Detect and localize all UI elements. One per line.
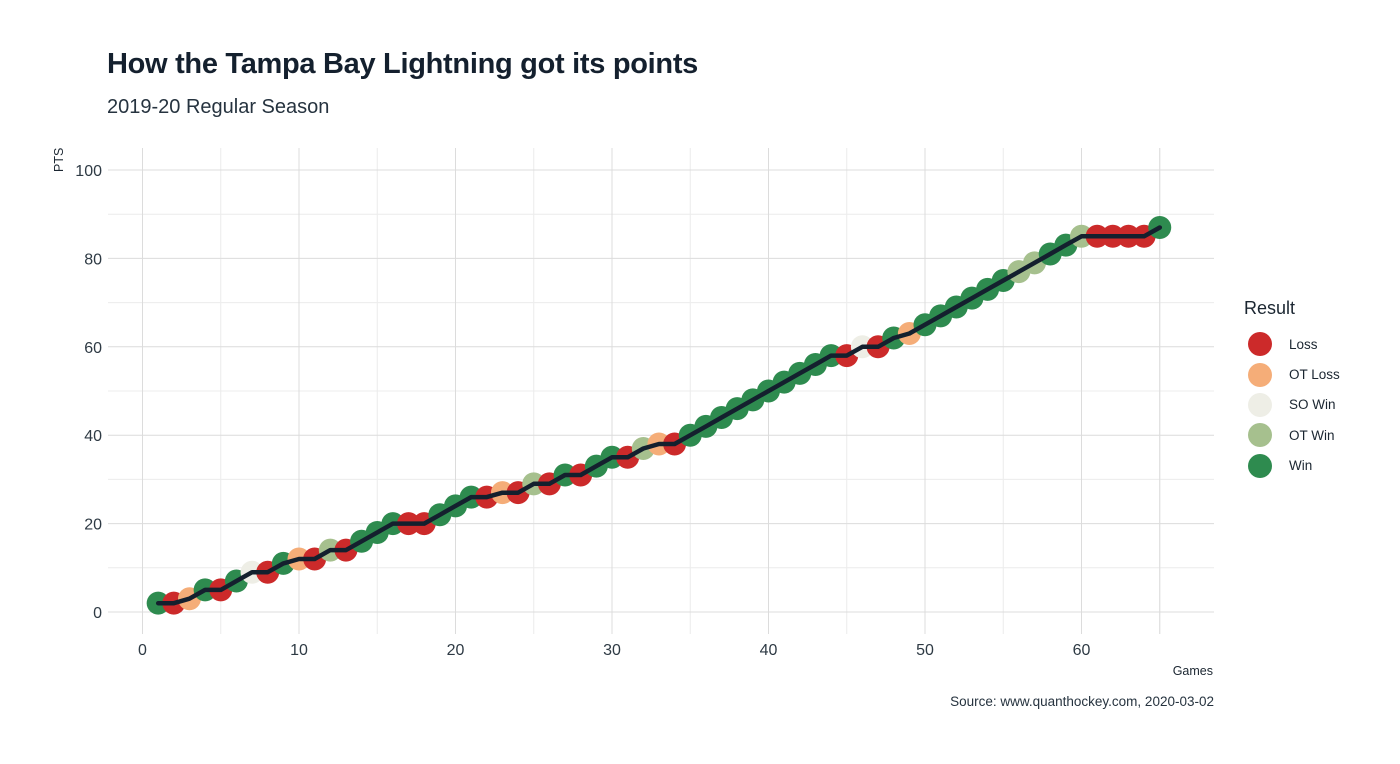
x-tick-label: 10 xyxy=(290,642,308,659)
x-tick-labels: 0 10 20 30 40 50 60 xyxy=(138,642,1090,659)
x-axis-title: Games xyxy=(1173,664,1213,678)
x-tick-label: 40 xyxy=(760,642,778,659)
chart-subtitle: 2019-20 Regular Season xyxy=(107,96,330,118)
y-tick-label: 100 xyxy=(75,163,102,180)
x-tick-label: 30 xyxy=(603,642,621,659)
source-note: Source: www.quanthockey.com, 2020-03-02 xyxy=(950,694,1214,709)
y-tick-labels: 0 20 40 60 80 100 xyxy=(75,163,102,622)
legend-label: Loss xyxy=(1289,336,1318,352)
x-tick-label: 0 xyxy=(138,642,147,659)
cumulative-line-layer xyxy=(155,225,1163,606)
legend-swatch xyxy=(1248,362,1272,387)
x-tick-label: 60 xyxy=(1073,642,1091,659)
legend-label: OT Loss xyxy=(1289,367,1340,383)
legend-item: Loss xyxy=(1244,329,1340,359)
legend-item: OT Loss xyxy=(1244,359,1340,389)
y-tick-label: 80 xyxy=(84,251,102,268)
chart-title: How the Tampa Bay Lightning got its poin… xyxy=(107,48,699,80)
legend-item: SO Win xyxy=(1244,390,1340,420)
legend: Result Loss OT Loss SO Win OT Win Win xyxy=(1244,298,1340,481)
y-tick-label: 60 xyxy=(84,340,102,357)
legend-swatch xyxy=(1248,453,1272,478)
data-points xyxy=(146,215,1172,615)
legend-item: Win xyxy=(1244,451,1340,481)
y-axis-title: PTS xyxy=(52,148,66,172)
x-tick-label: 20 xyxy=(447,642,465,659)
legend-swatch xyxy=(1248,423,1272,448)
legend-label: SO Win xyxy=(1289,397,1336,413)
legend-title: Result xyxy=(1244,298,1296,318)
x-tick-label: 50 xyxy=(916,642,934,659)
legend-items: Loss OT Loss SO Win OT Win Win xyxy=(1244,329,1340,481)
y-tick-label: 40 xyxy=(84,428,102,445)
legend-swatch xyxy=(1248,332,1272,357)
cumulative-points-line xyxy=(155,225,1163,606)
y-tick-label: 20 xyxy=(84,517,102,534)
legend-item: OT Win xyxy=(1244,420,1340,450)
legend-label: OT Win xyxy=(1289,427,1335,443)
y-tick-label: 0 xyxy=(93,605,102,622)
legend-label: Win xyxy=(1289,458,1313,474)
legend-swatch xyxy=(1248,392,1272,417)
